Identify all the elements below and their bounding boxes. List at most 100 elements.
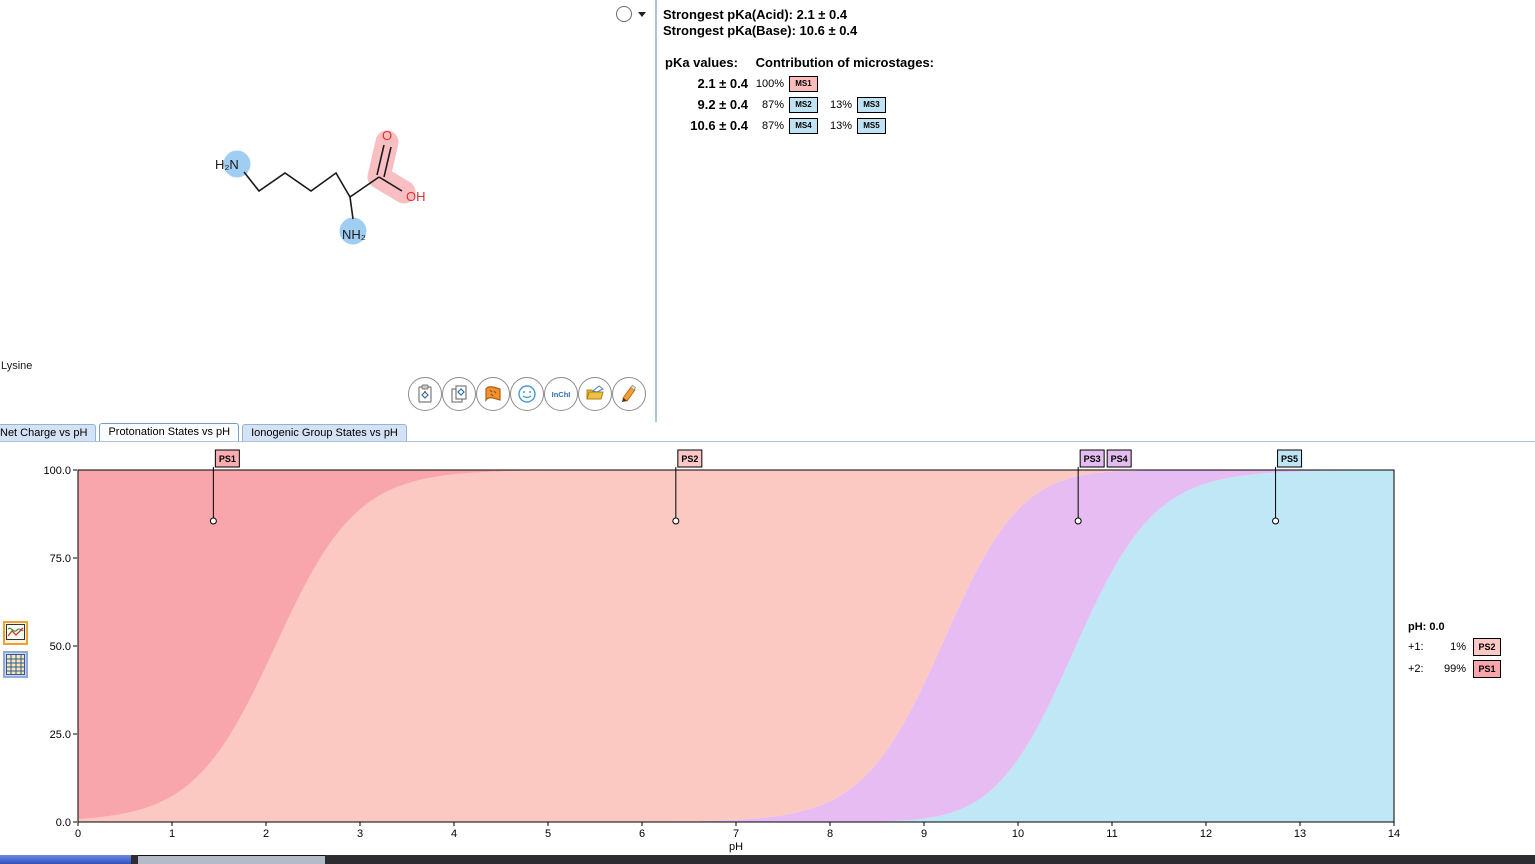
base-highlight-alpha bbox=[339, 217, 367, 245]
strongest-base-value: 10.6 ± 0.4 bbox=[799, 23, 858, 38]
strongest-acid-label: Strongest pKa(Acid): bbox=[663, 7, 793, 22]
chart-icon bbox=[6, 624, 25, 640]
strongest-acid-line: Strongest pKa(Acid): 2.1 ± 0.4 bbox=[663, 7, 847, 22]
strongest-base-label: Strongest pKa(Base): bbox=[663, 23, 796, 38]
y-tick-label: 75.0 bbox=[50, 553, 71, 565]
radio-circle-icon bbox=[616, 6, 632, 22]
microstate-badge[interactable]: MS1 bbox=[789, 75, 818, 92]
library-button[interactable] bbox=[476, 377, 510, 411]
chart-section: 0 1 2 3 4 5 6 7 8 9 10 11 12 13 14 pH 0.0 25.0 50.0 75.0 100… bbox=[0, 442, 1535, 855]
molecule-structure[interactable]: H₂N O OH NH₂ bbox=[180, 120, 430, 250]
show-table-button[interactable] bbox=[3, 651, 28, 678]
pencil-icon bbox=[622, 384, 637, 402]
molecule-toolbar: InChI bbox=[408, 377, 646, 411]
state-percent: 99% bbox=[1443, 663, 1466, 675]
marker-pin-handle[interactable] bbox=[1074, 517, 1082, 525]
area-PS1 bbox=[78, 470, 1394, 820]
marker-label: PS2 bbox=[681, 454, 698, 464]
atom-label-h2n: H₂N bbox=[215, 157, 239, 172]
marker-pin-handle[interactable] bbox=[672, 517, 680, 525]
x-tick-label: 9 bbox=[921, 828, 927, 840]
protonation-state-badge[interactable]: PS2 bbox=[1473, 638, 1501, 656]
y-tick-label: 25.0 bbox=[50, 729, 71, 741]
molecule-panel: H₂N O OH NH₂ Lysine bbox=[0, 0, 655, 422]
chevron-down-icon bbox=[638, 11, 646, 17]
protonation-state-badge[interactable]: PS1 bbox=[1473, 660, 1501, 678]
pka-panel: Strongest pKa(Acid): 2.1 ± 0.4 Strongest… bbox=[658, 0, 1535, 422]
show-chart-button[interactable] bbox=[3, 621, 28, 645]
marker-box-PS3[interactable] bbox=[1079, 449, 1105, 468]
x-tick-label: 12 bbox=[1200, 828, 1212, 840]
carbon-chain bbox=[243, 171, 380, 199]
marker-pin-handle[interactable] bbox=[1272, 517, 1280, 525]
y-tick-label: 100.0 bbox=[43, 465, 71, 477]
molecule-name: Lysine bbox=[1, 360, 33, 372]
contribution-header: Contribution of microstages: bbox=[755, 55, 934, 70]
c-oh-bond bbox=[378, 176, 403, 192]
x-tick-label: 5 bbox=[545, 828, 551, 840]
marker-box-PS1[interactable] bbox=[214, 449, 240, 468]
taskbar-app-segment[interactable] bbox=[138, 855, 325, 864]
taskbar-start-segment[interactable] bbox=[0, 855, 131, 864]
x-tick-label: 4 bbox=[451, 828, 457, 840]
base-highlight-terminal bbox=[223, 150, 251, 178]
table-icon bbox=[6, 654, 25, 675]
x-axis-label: pH bbox=[729, 841, 743, 853]
microstate-badge[interactable]: MS2 bbox=[789, 96, 818, 113]
x-tick-label: 3 bbox=[357, 828, 363, 840]
table-row: 9.2 ± 0.4 87% MS2 13% MS3 bbox=[663, 94, 886, 115]
tab-net-charge[interactable]: Net Charge vs pH bbox=[0, 424, 97, 441]
pka-value: 9.2 ± 0.4 bbox=[697, 97, 748, 112]
marker-box-PS4[interactable] bbox=[1106, 449, 1132, 468]
copy-icon bbox=[451, 385, 467, 403]
ph-cursor-legend: pH: 0.0 +1: 1% PS2 +2: 99% PS1 bbox=[1408, 621, 1528, 680]
c-o-double-bond-1 bbox=[376, 144, 385, 176]
copy-structure-button[interactable] bbox=[442, 377, 476, 411]
tab-ionogenic-group-states[interactable]: Ionogenic Group States vs pH bbox=[242, 424, 407, 441]
inchi-export-button[interactable]: InChI bbox=[544, 377, 578, 411]
smiley-icon bbox=[518, 385, 536, 403]
taskbar-sliver bbox=[0, 855, 1535, 864]
x-tick-label: 1 bbox=[169, 828, 175, 840]
microstate-badge[interactable]: MS5 bbox=[857, 117, 886, 134]
x-tick-label: 2 bbox=[263, 828, 269, 840]
x-tick-label: 10 bbox=[1012, 828, 1024, 840]
microstate-badge[interactable]: MS3 bbox=[857, 96, 886, 113]
pka-table-headers: pKa values: Contribution of microstages: bbox=[665, 55, 934, 70]
tab-protonation-states[interactable]: Protonation States vs pH bbox=[99, 423, 240, 441]
marker-box-PS2[interactable] bbox=[677, 449, 703, 468]
marker-label: PS1 bbox=[219, 454, 236, 464]
paste-structure-button[interactable] bbox=[408, 377, 442, 411]
atom-label-o: O bbox=[382, 128, 392, 143]
book-icon bbox=[485, 386, 501, 402]
marker-label: PS4 bbox=[1111, 454, 1128, 464]
protonation-chart: 0 1 2 3 4 5 6 7 8 9 10 11 12 13 14pH0.025.050.075.0100… bbox=[43, 449, 1400, 853]
microstate-badge[interactable]: MS4 bbox=[789, 117, 818, 134]
charge-label: +2: bbox=[1408, 663, 1424, 675]
strongest-acid-value: 2.1 ± 0.4 bbox=[796, 7, 848, 22]
export-button[interactable] bbox=[578, 377, 612, 411]
marker-pin-handle[interactable] bbox=[209, 517, 217, 525]
atom-label-oh: OH bbox=[406, 189, 426, 204]
marker-box-PS5[interactable] bbox=[1277, 449, 1303, 468]
ph-cursor-value: pH: 0.0 bbox=[1408, 621, 1445, 633]
atom-label-nh2: NH₂ bbox=[342, 227, 366, 242]
strongest-base-line: Strongest pKa(Base): 10.6 ± 0.4 bbox=[663, 23, 857, 38]
inchi-icon: InChI bbox=[551, 389, 571, 399]
state-percent: 1% bbox=[1450, 641, 1466, 653]
area-PS2 bbox=[78, 470, 1394, 822]
molecule-selector[interactable] bbox=[616, 4, 652, 24]
x-tick-label: 13 bbox=[1294, 828, 1306, 840]
folder-icon bbox=[586, 385, 604, 400]
microstate-percent: 87% bbox=[761, 119, 784, 132]
marker-label: PS3 bbox=[1084, 454, 1101, 464]
x-tick-label: 0 bbox=[75, 828, 81, 840]
area-PS3+PS4 bbox=[78, 470, 1394, 822]
smiles-export-button[interactable] bbox=[510, 377, 544, 411]
c-o-double-bond-2 bbox=[383, 146, 392, 178]
table-row: 2.1 ± 0.4 100% MS1 bbox=[663, 73, 886, 94]
charge-label: +1: bbox=[1408, 641, 1424, 653]
y-tick-label: 50.0 bbox=[50, 641, 71, 653]
x-tick-label: 7 bbox=[733, 828, 739, 840]
edit-structure-button[interactable] bbox=[612, 377, 646, 411]
